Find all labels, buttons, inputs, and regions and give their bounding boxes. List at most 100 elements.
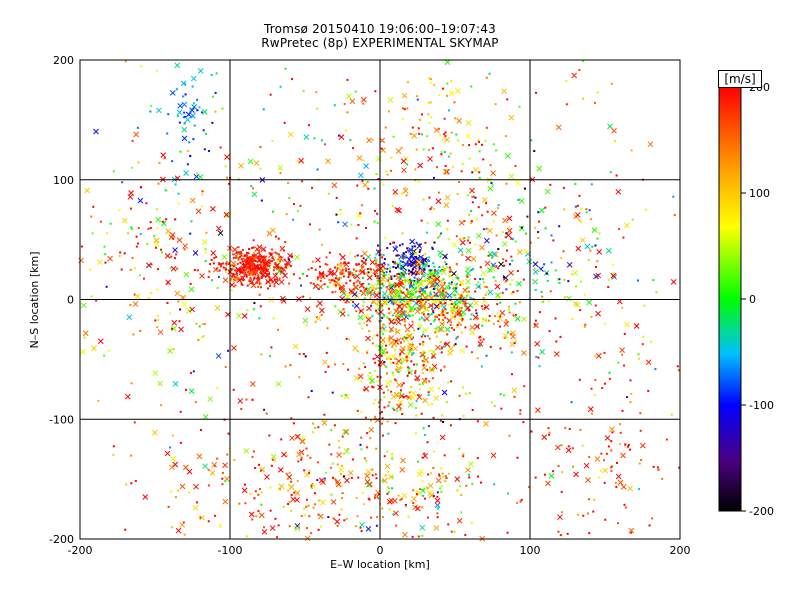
point-dot	[572, 447, 575, 450]
point-dot	[259, 268, 262, 271]
point-dot	[381, 263, 384, 266]
point-dot	[608, 371, 611, 374]
point-dot	[444, 256, 447, 259]
point-x-marker	[604, 435, 611, 441]
point-x-marker	[420, 303, 427, 310]
point-dot	[449, 324, 452, 327]
point-dot	[406, 81, 409, 84]
point-dot	[407, 396, 410, 399]
point-dot	[509, 283, 512, 286]
point-x-marker	[444, 284, 451, 291]
point-dot	[520, 226, 523, 229]
point-dot	[458, 447, 461, 450]
point-dot	[436, 516, 439, 519]
point-dot	[480, 365, 483, 368]
point-dot	[357, 263, 360, 266]
point-dot	[408, 367, 411, 370]
point-dot	[318, 228, 321, 231]
point-x-marker	[396, 303, 403, 310]
point-dot	[383, 296, 386, 299]
point-dot	[400, 146, 403, 149]
point-dot	[300, 458, 303, 461]
point-dot	[475, 318, 478, 321]
point-dot	[352, 147, 355, 150]
point-dot	[413, 279, 416, 282]
point-dot	[388, 273, 391, 276]
point-dot	[460, 294, 463, 297]
point-dot	[409, 343, 412, 346]
point-dot	[318, 272, 321, 275]
point-x-marker	[492, 251, 499, 258]
point-dot	[415, 281, 418, 284]
point-dot	[184, 295, 187, 298]
point-dot	[239, 255, 242, 258]
point-dot	[417, 394, 420, 397]
point-dot	[507, 492, 510, 495]
point-dot	[435, 314, 438, 317]
point-dot	[256, 281, 259, 284]
point-x-marker	[156, 107, 162, 114]
point-dot	[250, 264, 253, 267]
point-dot	[585, 208, 588, 211]
point-dot	[338, 446, 341, 449]
point-dot	[328, 251, 331, 254]
point-dot	[188, 491, 191, 494]
point-dot	[188, 141, 191, 144]
point-dot	[405, 337, 408, 340]
point-dot	[416, 296, 419, 299]
point-dot	[437, 236, 440, 239]
point-dot	[407, 260, 410, 263]
point-dot	[310, 484, 313, 487]
point-dot	[630, 392, 633, 395]
point-x-marker	[548, 473, 555, 479]
point-x-marker	[388, 335, 395, 341]
point-x-marker	[330, 499, 337, 505]
point-dot	[243, 259, 246, 262]
point-x-marker	[393, 510, 399, 517]
point-dot	[375, 344, 378, 347]
point-dot	[392, 260, 395, 263]
point-dot	[459, 296, 462, 299]
point-dot	[338, 278, 341, 281]
point-dot	[405, 288, 408, 291]
point-dot	[576, 513, 579, 516]
point-dot	[438, 314, 441, 317]
point-x-marker	[408, 332, 414, 339]
point-dot	[426, 441, 429, 444]
point-dot	[391, 345, 394, 348]
point-x-marker	[165, 228, 172, 235]
point-dot	[519, 409, 522, 412]
point-x-marker	[282, 272, 288, 279]
point-dot	[544, 206, 547, 209]
point-dot	[503, 264, 506, 267]
point-dot	[236, 262, 239, 265]
point-dot	[384, 474, 387, 477]
point-dot	[314, 426, 317, 429]
point-dot	[166, 132, 169, 135]
point-dot	[518, 105, 521, 108]
point-x-marker	[353, 284, 360, 291]
point-x-marker	[181, 126, 188, 133]
point-dot	[347, 268, 350, 271]
point-dot	[422, 340, 425, 343]
point-dot	[215, 267, 218, 270]
point-dot	[376, 516, 379, 519]
point-x-marker	[338, 466, 344, 473]
point-dot	[201, 323, 204, 326]
point-dot	[239, 252, 242, 255]
point-dot	[427, 391, 430, 394]
point-dot	[232, 388, 235, 391]
point-dot	[426, 222, 429, 225]
point-dot	[381, 507, 384, 510]
point-dot	[395, 262, 398, 265]
point-x-marker	[401, 268, 408, 275]
point-dot	[258, 254, 261, 257]
point-dot	[312, 431, 315, 434]
point-dot	[377, 401, 380, 404]
point-dot	[272, 266, 275, 269]
point-x-marker	[358, 282, 365, 289]
point-dot	[371, 314, 374, 317]
point-dot	[375, 447, 378, 450]
point-dot	[411, 245, 414, 248]
